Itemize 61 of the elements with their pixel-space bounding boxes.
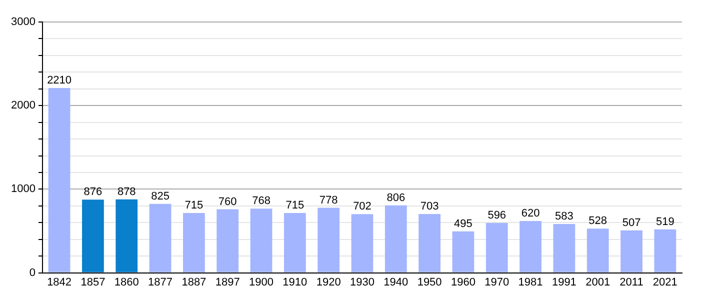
bar <box>384 205 407 272</box>
x-tick-label: 1842 <box>47 276 72 288</box>
y-tick-label: 1000 <box>10 183 36 196</box>
data-label: 878 <box>117 186 136 198</box>
data-label: 519 <box>656 216 674 228</box>
data-label: 702 <box>353 200 372 213</box>
data-label: 703 <box>420 200 439 213</box>
data-label: 715 <box>184 200 204 212</box>
x-tick-label: 2021 <box>652 276 678 288</box>
data-label: 583 <box>555 210 574 223</box>
y-tick-label: 0 <box>29 266 36 279</box>
data-label: 806 <box>386 192 406 204</box>
data-label: 715 <box>286 200 304 212</box>
bar <box>149 204 172 272</box>
x-tick-label: 2001 <box>586 276 610 288</box>
data-label: 528 <box>588 215 608 228</box>
x-tick-label: 1981 <box>518 276 543 288</box>
data-label: 768 <box>252 195 270 208</box>
x-tick-label: 1897 <box>215 276 240 288</box>
x-tick-label: 1991 <box>552 276 576 288</box>
data-label: 507 <box>622 216 641 229</box>
bar <box>284 213 306 272</box>
x-tick-label: 1950 <box>417 276 442 288</box>
bar <box>654 229 676 272</box>
x-tick-label: 1910 <box>282 276 308 288</box>
x-tick-label: 1887 <box>182 276 206 288</box>
bar <box>351 214 374 272</box>
y-tick-label: 2000 <box>10 100 36 112</box>
bar <box>216 209 239 272</box>
bar <box>620 230 642 272</box>
x-tick-label: 2011 <box>620 276 644 288</box>
bar <box>486 222 508 272</box>
x-tick-label: 1900 <box>249 276 274 288</box>
data-label: 620 <box>521 208 540 220</box>
data-label: 2210 <box>47 74 72 87</box>
bar <box>116 199 138 272</box>
bar <box>520 220 542 272</box>
bar <box>586 228 609 272</box>
bar <box>183 213 205 272</box>
data-label: 760 <box>218 196 237 208</box>
data-label: 596 <box>488 210 506 222</box>
x-tick-label: 1970 <box>484 276 510 288</box>
bar <box>418 214 440 272</box>
bar <box>318 208 340 272</box>
data-label: 876 <box>84 186 102 198</box>
x-tick-label: 1920 <box>316 276 341 288</box>
data-label: 825 <box>151 190 170 202</box>
x-tick-label: 1860 <box>114 276 139 288</box>
x-tick-label: 1877 <box>148 276 173 288</box>
data-label: 778 <box>319 194 338 206</box>
x-tick-label: 1857 <box>80 276 106 288</box>
bar <box>553 224 576 272</box>
bar <box>452 231 474 272</box>
x-tick-label: 1940 <box>384 276 408 288</box>
x-tick-label: 1960 <box>450 276 476 288</box>
bar <box>82 200 104 272</box>
bar <box>48 88 70 272</box>
y-tick-label: 3000 <box>10 16 36 28</box>
bar <box>250 208 272 272</box>
data-label: 495 <box>454 218 472 230</box>
x-tick-label: 1930 <box>350 276 374 288</box>
